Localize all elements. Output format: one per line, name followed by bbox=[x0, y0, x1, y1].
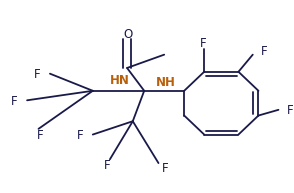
Text: F: F bbox=[77, 129, 83, 142]
Text: F: F bbox=[199, 37, 206, 50]
Text: F: F bbox=[11, 95, 18, 108]
Text: F: F bbox=[287, 104, 293, 117]
Text: NH: NH bbox=[156, 76, 176, 89]
Text: F: F bbox=[261, 45, 268, 58]
Text: F: F bbox=[34, 68, 40, 81]
Text: F: F bbox=[162, 162, 169, 175]
Text: F: F bbox=[37, 129, 43, 142]
Text: F: F bbox=[104, 159, 110, 172]
Text: O: O bbox=[124, 28, 133, 41]
Text: HN: HN bbox=[110, 74, 130, 87]
